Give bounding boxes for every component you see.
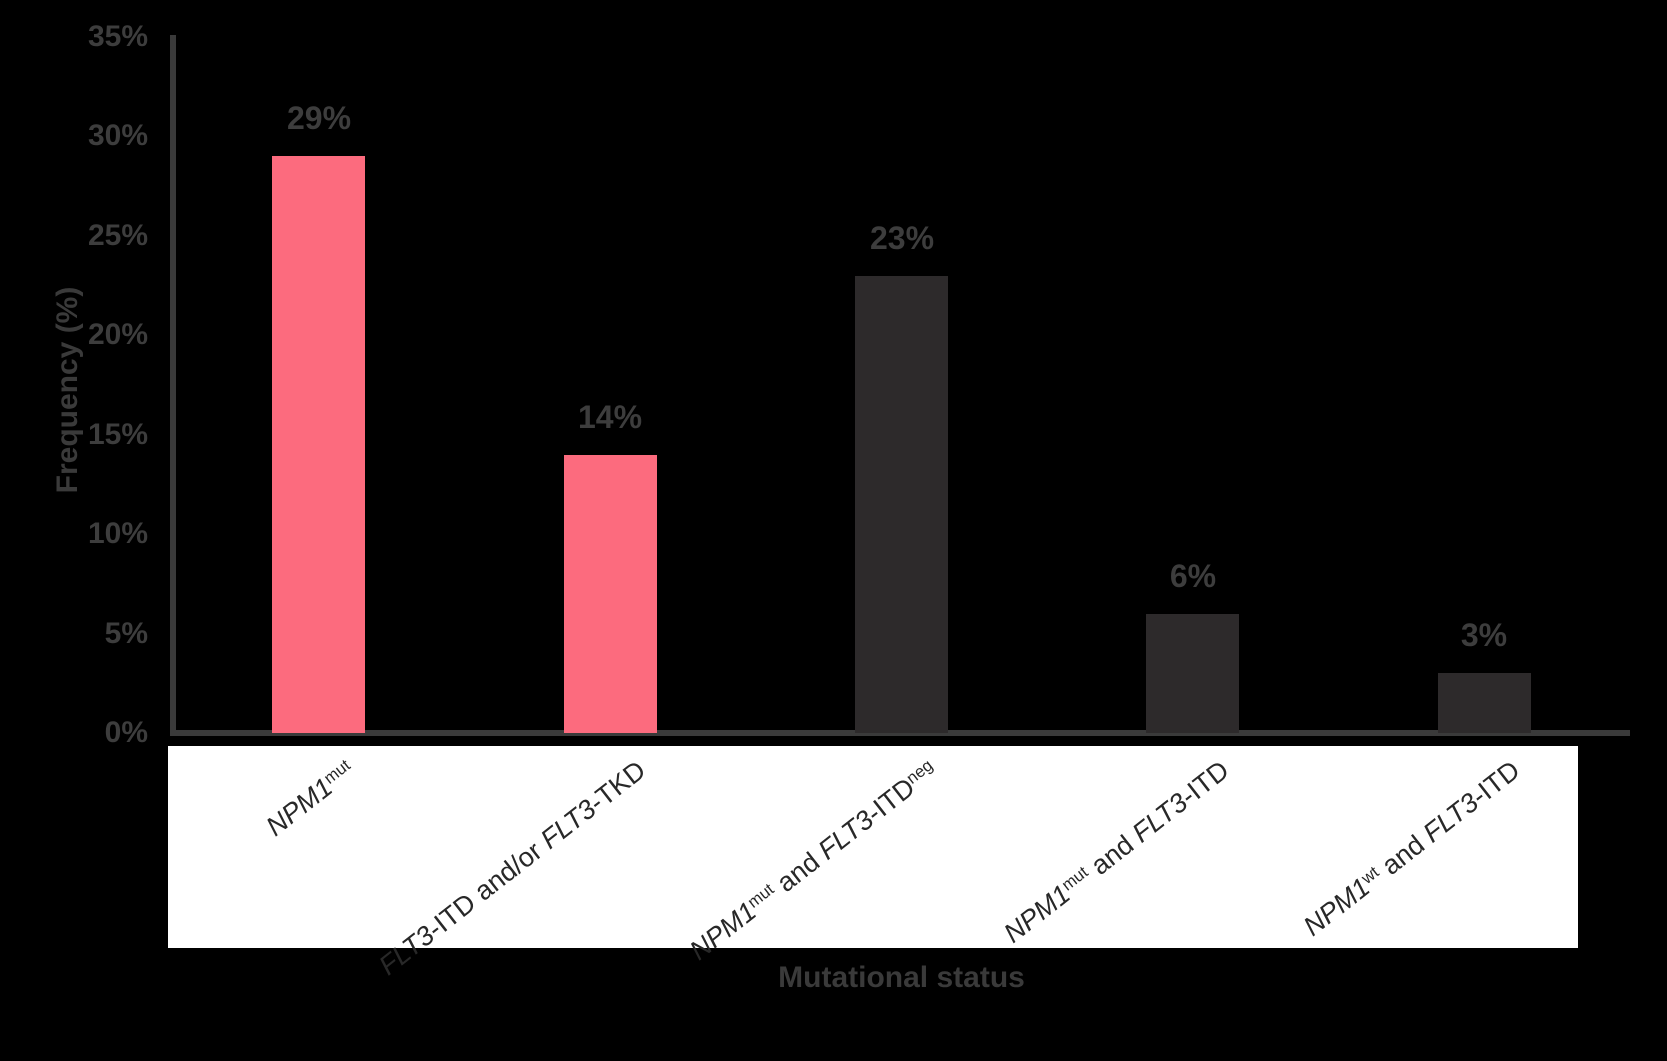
category-label-band — [168, 746, 1578, 948]
y-tick-label: 0% — [104, 716, 148, 749]
y-tick-label: 15% — [87, 417, 148, 451]
y-tick-label: 20% — [87, 318, 148, 352]
y-tick-label: 10% — [87, 517, 148, 551]
bar — [1146, 614, 1239, 733]
bar — [564, 455, 657, 733]
y-tick-label: 5% — [104, 616, 148, 650]
y-axis-line — [170, 35, 176, 736]
bar-value-label: 6% — [1169, 558, 1217, 594]
x-axis-title: Mutational status — [778, 961, 1025, 994]
y-tick-label: 35% — [87, 20, 148, 53]
bar — [272, 156, 365, 733]
bar-value-label: 14% — [577, 399, 643, 435]
bar-value-label: 3% — [1460, 617, 1508, 653]
bar-value-label: 29% — [286, 100, 352, 136]
y-tick-label: 25% — [87, 218, 148, 252]
bar — [1438, 673, 1531, 733]
bar — [855, 276, 948, 733]
bar-value-label: 23% — [869, 220, 935, 256]
y-tick-label: 30% — [87, 119, 148, 153]
x-axis-line — [170, 730, 1630, 736]
